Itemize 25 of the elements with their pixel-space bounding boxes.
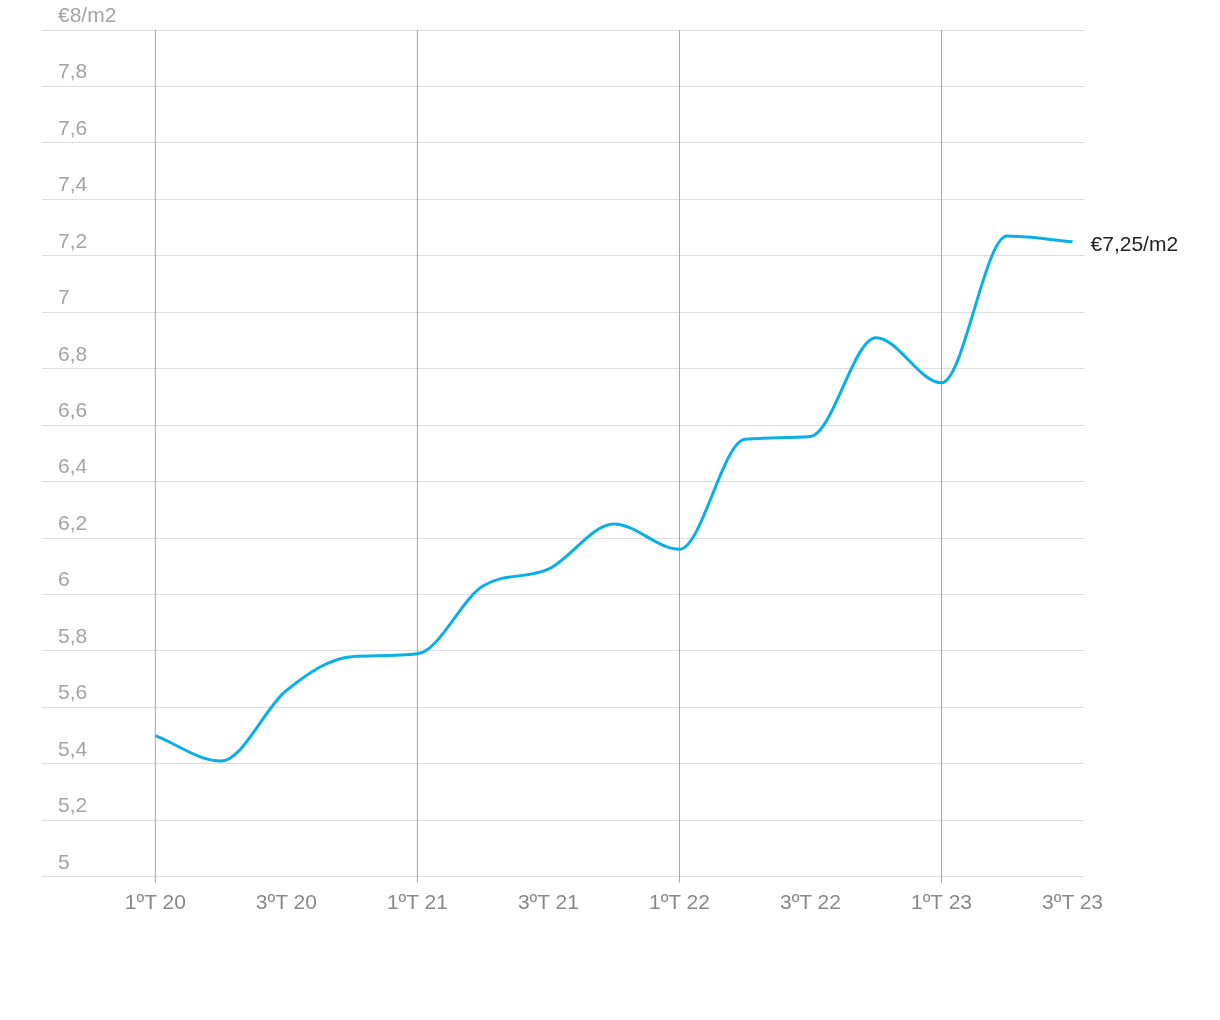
- annotation: €7,25/m2: [1090, 232, 1179, 256]
- y-tick-label: 5,8: [58, 623, 88, 647]
- x-tick-label: 1ºT 23: [911, 890, 973, 914]
- y-tick-label: 6,8: [58, 341, 88, 365]
- x-tick-label: 3ºT 21: [517, 890, 579, 914]
- x-tick-label: 1ºT 22: [648, 890, 710, 914]
- y-tick-label: 6,4: [58, 454, 88, 478]
- y-tick-label: 7,6: [58, 115, 88, 139]
- x-tick-label: 1ºT 20: [124, 890, 186, 914]
- y-tick-label: 6,2: [58, 510, 88, 534]
- y-tick-label: 7: [58, 285, 70, 309]
- y-tick-label: 7,2: [58, 228, 88, 252]
- y-tick-label: 5: [58, 849, 70, 873]
- y-tick-label: €8/m2: [58, 2, 117, 26]
- y-tick-label: 5,4: [58, 736, 88, 760]
- y-tick-label: 7,4: [58, 172, 88, 196]
- y-tick-label: 5,2: [58, 793, 88, 817]
- y-tick-label: 7,8: [58, 59, 88, 83]
- x-tick-label: 1ºT 21: [386, 890, 448, 914]
- y-tick-label: 6,6: [58, 397, 88, 421]
- y-tick-label: 5,6: [58, 680, 88, 704]
- x-tick-label: 3ºT 22: [779, 890, 841, 914]
- x-tick-label: 3ºT 23: [1042, 890, 1104, 914]
- x-tick-label: 3ºT 20: [255, 890, 317, 914]
- y-tick-label: 6: [58, 567, 70, 591]
